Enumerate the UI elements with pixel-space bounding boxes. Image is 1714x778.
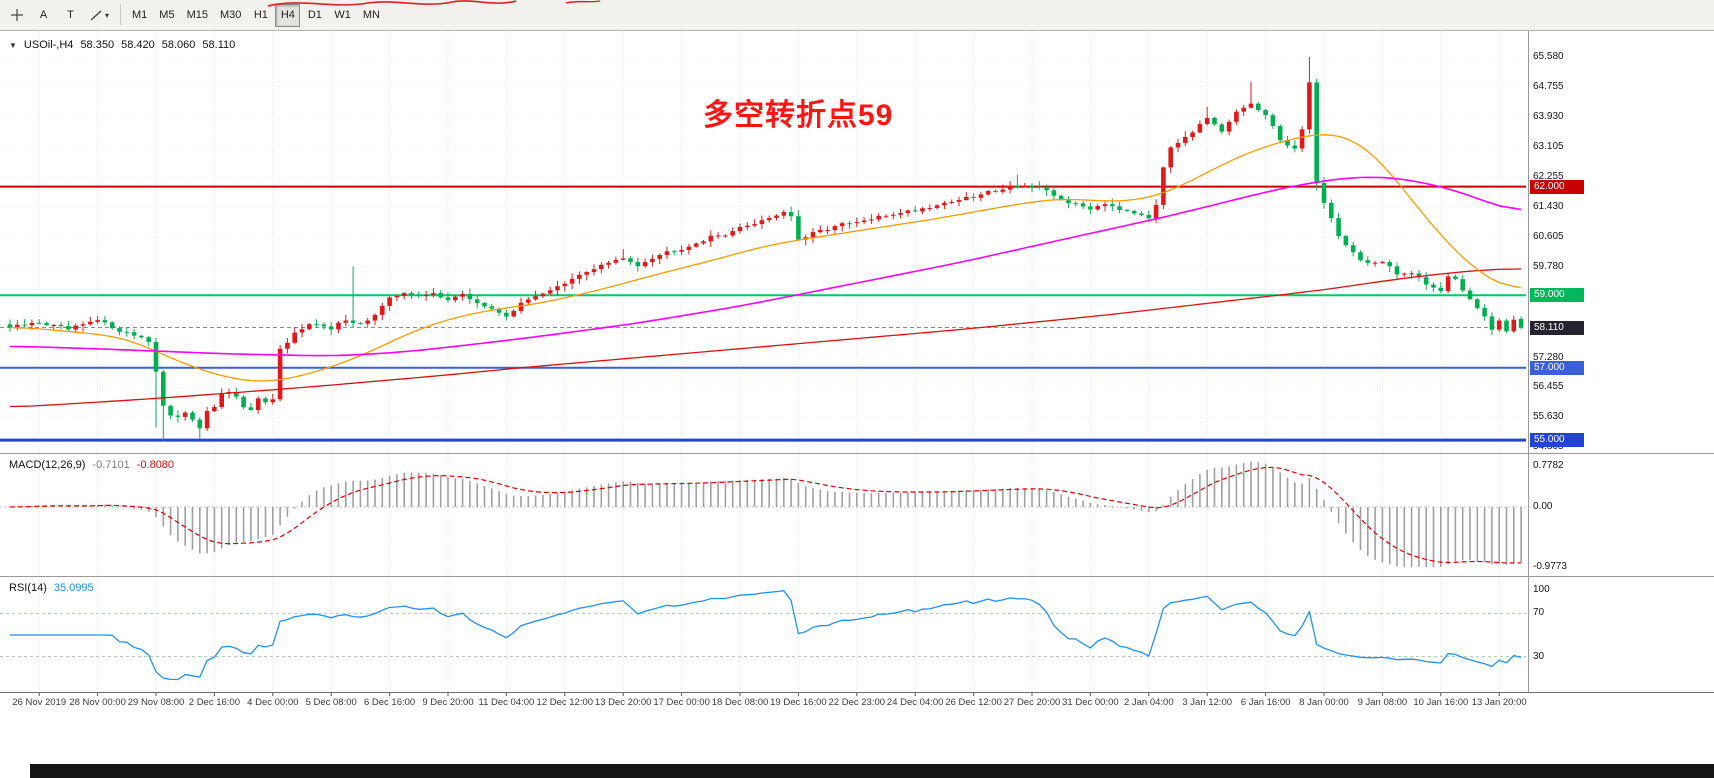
toolbar-separator: [120, 5, 122, 25]
timeframe-h4-button[interactable]: H4: [275, 3, 301, 27]
timeframe-w1-button[interactable]: W1: [329, 4, 356, 27]
chart-plot-area[interactable]: [0, 31, 1714, 712]
text-tool-label: A: [39, 9, 48, 21]
dropdown-caret-icon: ▾: [105, 10, 110, 20]
timeframe-m15-button[interactable]: M15: [182, 4, 213, 27]
trendline-icon: [90, 9, 102, 21]
text-label-tool-label: T: [67, 9, 74, 21]
crosshair-tool-button[interactable]: [4, 4, 29, 27]
timeframe-d1-button[interactable]: D1: [302, 4, 327, 27]
timeframe-m5-button[interactable]: M5: [154, 4, 179, 27]
timeframe-m1-button[interactable]: M1: [127, 4, 152, 27]
text-label-tool-button[interactable]: T: [58, 4, 83, 27]
timeframe-m30-button[interactable]: M30: [215, 4, 246, 27]
toolbar: A T ▾ M1 M5 M15 M30 H1 H4 D1 W1 MN: [0, 0, 1714, 31]
bottom-window-strip: [30, 764, 1714, 778]
crosshair-icon: [10, 9, 23, 21]
drawing-tools-menu-button[interactable]: ▾: [85, 4, 114, 27]
timeframe-h1-button[interactable]: H1: [248, 4, 273, 27]
timeframe-mn-button[interactable]: MN: [358, 4, 385, 27]
text-tool-button[interactable]: A: [31, 4, 56, 27]
